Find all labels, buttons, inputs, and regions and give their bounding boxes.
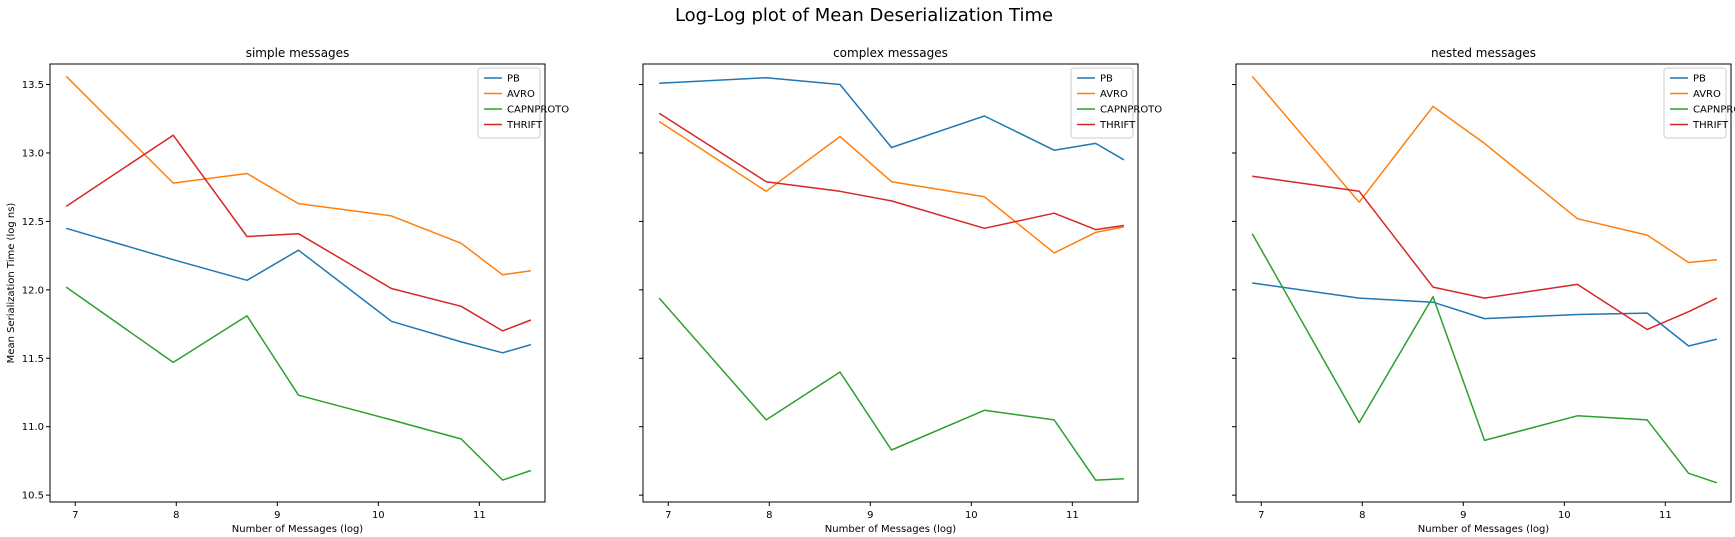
x-tick-label: 9: [1460, 510, 1466, 521]
legend-label: THRIFT: [1099, 120, 1136, 131]
plot-frame: [642, 63, 1139, 503]
y-tick-label: 11.5: [22, 354, 44, 365]
x-tick-label: 7: [72, 510, 78, 521]
y-axis-label: Mean Serialization Time (log ns): [6, 203, 17, 364]
legend-label: CAPNPROTO: [507, 105, 569, 116]
legend-label: THRIFT: [506, 120, 543, 131]
legend-box: [1070, 67, 1134, 139]
legend-label: CAPNPROTO: [1100, 105, 1162, 116]
x-tick-label: 7: [665, 510, 671, 521]
series-line-pb: [1252, 282, 1718, 347]
figure-title: Log-Log plot of Mean Deserialization Tim…: [675, 5, 1053, 26]
legend-label: PB: [507, 74, 520, 85]
legend: PB AVRO CAPNPROTO THRIFT: [1663, 67, 1735, 139]
chart-panel-2: complex messages 7 8 9 10 11 Number of Message…: [639, 46, 1162, 535]
legend-box: [1663, 67, 1727, 139]
chart-panels: simple messages 7 8 9 10 11 10.5 11.0 11.5 12.0 12…: [6, 46, 1735, 535]
x-tick-label: 8: [173, 510, 179, 521]
legend-label: AVRO: [1693, 89, 1721, 100]
x-tick-label: 10: [372, 510, 385, 521]
series-line-avro: [658, 120, 1125, 254]
plot-frame: [1235, 63, 1732, 503]
legend: PB AVRO CAPNPROTO THRIFT: [477, 67, 569, 139]
series-line-avro: [65, 75, 532, 276]
x-tick-label: 10: [965, 510, 978, 521]
x-axis-label: Number of Messages (log): [1418, 524, 1550, 535]
series-line-capnproto: [1251, 233, 1718, 484]
y-tick-label: 10.5: [22, 491, 44, 502]
series-line-pb: [65, 227, 532, 354]
y-tick-label: 11.0: [22, 422, 44, 433]
series-line-avro: [1251, 75, 1717, 264]
legend-label: AVRO: [1100, 89, 1128, 100]
legend-label: PB: [1100, 74, 1113, 85]
x-tick-label: 11: [1659, 510, 1672, 521]
x-tick-label: 7: [1258, 510, 1264, 521]
series-line-pb: [659, 76, 1125, 161]
x-tick-label: 8: [1359, 510, 1365, 521]
x-tick-label: 10: [1558, 510, 1571, 521]
chart-panel-1: simple messages 7 8 9 10 11 10.5 11.0 11.5 12.0 12…: [6, 46, 569, 535]
x-tick-label: 9: [867, 510, 873, 521]
legend-box: [477, 67, 541, 139]
x-tick-label: 8: [766, 510, 772, 521]
x-tick-label: 9: [274, 510, 280, 521]
legend-label: AVRO: [507, 89, 535, 100]
panel-title: complex messages: [833, 46, 948, 60]
panel-title: nested messages: [1431, 46, 1536, 60]
x-tick-label: 11: [1066, 510, 1079, 521]
series-line-thrift: [1252, 175, 1718, 331]
legend-label: PB: [1693, 74, 1706, 85]
y-tick-label: 12.0: [22, 285, 44, 296]
y-tick-label: 12.5: [22, 217, 44, 228]
series-line-capnproto: [658, 297, 1124, 481]
legend-label: CAPNPROTO: [1693, 105, 1735, 116]
legend-label: THRIFT: [1692, 120, 1729, 131]
plot-frame: [49, 63, 546, 503]
panel-title: simple messages: [246, 46, 350, 60]
chart-panel-3: nested messages 7 8 9 10 11 Number of Messages…: [1232, 46, 1735, 535]
x-axis-label: Number of Messages (log): [232, 524, 364, 535]
series-line-capnproto: [65, 286, 532, 481]
series-line-thrift: [658, 112, 1125, 231]
y-tick-label: 13.5: [22, 80, 44, 91]
x-axis-label: Number of Messages (log): [825, 524, 957, 535]
y-tick-label: 13.0: [22, 148, 44, 159]
x-tick-label: 11: [473, 510, 486, 521]
legend: PB AVRO CAPNPROTO THRIFT: [1070, 67, 1162, 139]
series-line-thrift: [65, 134, 532, 332]
